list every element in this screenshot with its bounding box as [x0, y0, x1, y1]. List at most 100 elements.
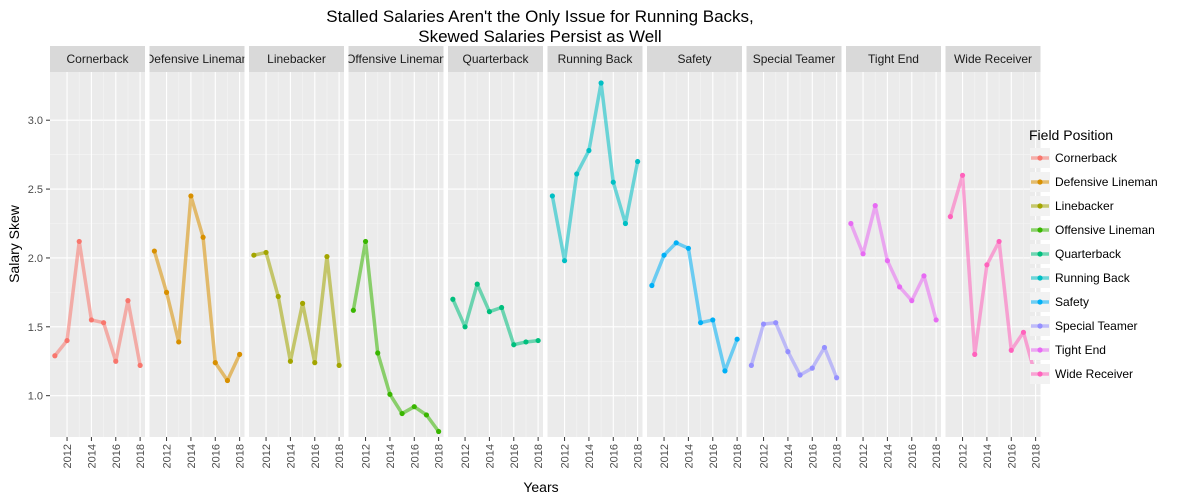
- facet-tight-end: Tight End 2012 2014 2016 2018: [846, 46, 943, 468]
- facet-cornerback: Cornerback 2012 2014 2016 2018: [50, 46, 147, 468]
- data-point: [574, 171, 580, 177]
- data-point: [263, 249, 269, 256]
- x-tick-label: 2012: [460, 444, 472, 468]
- data-point: [324, 253, 330, 260]
- x-tick-label: 2014: [86, 444, 98, 468]
- series-line-cornerback: [53, 239, 142, 368]
- data-point: [200, 234, 206, 240]
- data-point: [188, 193, 194, 199]
- data-point: [561, 258, 568, 264]
- data-point: [734, 336, 740, 342]
- data-point: [921, 273, 927, 279]
- x-axis-title: Years: [523, 479, 558, 495]
- data-point: [848, 220, 854, 227]
- legend-key-point: [1037, 323, 1043, 329]
- x-tick-label: 2012: [858, 444, 870, 468]
- panel-background: [448, 72, 543, 437]
- chart-title-line-1: Stalled Salaries Aren't the Only Issue f…: [326, 7, 754, 26]
- data-point: [610, 179, 616, 185]
- data-point: [251, 252, 257, 258]
- facet-strip: [547, 46, 643, 72]
- data-point: [523, 339, 529, 345]
- facet-wide-receiver: Wide Receiver 2012 2014 2016 2018: [945, 46, 1043, 468]
- facet-special-teamer: Special Teamer 2012 2014 2016 2018: [746, 46, 844, 468]
- legend-label: Linebacker: [1055, 199, 1114, 213]
- x-tick-label: 2012: [958, 444, 970, 468]
- legend-key-point: [1037, 179, 1043, 185]
- x-tick-label: 2014: [783, 444, 795, 468]
- y-axis: 1.0 1.5 2.0 2.5 3.0: [28, 115, 50, 403]
- data-point: [137, 362, 143, 368]
- data-point: [76, 238, 82, 245]
- data-point: [933, 317, 939, 323]
- x-tick-label: 2012: [759, 444, 771, 468]
- x-tick-label: 2012: [162, 444, 174, 468]
- x-tick-label: 2014: [484, 444, 496, 468]
- series-line-wide-receiver: [948, 173, 1038, 379]
- legend-item-offensive-lineman: Offensive Lineman: [1030, 220, 1155, 240]
- data-point: [748, 362, 754, 368]
- facet-label: Wide Receiver: [954, 52, 1032, 66]
- data-point: [710, 317, 716, 323]
- facet-label: Linebacker: [267, 52, 326, 66]
- data-point: [511, 342, 517, 348]
- x-tick-label: 2014: [882, 444, 894, 468]
- facet-label: Tight End: [868, 52, 919, 66]
- data-point: [113, 358, 119, 364]
- data-point: [821, 344, 828, 351]
- panel-background: [647, 72, 742, 437]
- data-point: [996, 238, 1002, 245]
- x-tick-label: 2014: [186, 444, 198, 468]
- x-tick-label: 2018: [235, 444, 247, 468]
- x-tick-label: 2016: [509, 444, 521, 468]
- data-point: [462, 324, 468, 330]
- legend-key-point: [1037, 275, 1043, 281]
- panel-background: [846, 72, 941, 437]
- data-point: [399, 410, 405, 417]
- x-tick-label: 2018: [931, 444, 943, 468]
- data-point: [972, 351, 978, 357]
- legend-item-safety: Safety: [1030, 292, 1089, 312]
- facet-linebacker: Linebacker 2012 2014 2016 2018: [249, 46, 346, 468]
- data-point: [872, 203, 878, 209]
- facet-label: Defensive Lineman: [146, 52, 249, 66]
- facet-strip: [448, 46, 543, 72]
- x-tick-label: 2016: [907, 444, 919, 468]
- data-point: [125, 298, 131, 304]
- legend-item-tight-end: Tight End: [1030, 340, 1106, 360]
- x-tick-label: 2016: [310, 444, 322, 468]
- data-point: [661, 252, 667, 258]
- data-point: [387, 391, 393, 397]
- data-point: [586, 147, 592, 154]
- legend-label: Tight End: [1055, 343, 1106, 357]
- x-tick-label: 2018: [533, 444, 545, 468]
- legend-item-defensive-lineman: Defensive Lineman: [1030, 172, 1158, 192]
- x-tick-label: 2012: [659, 444, 671, 468]
- data-point: [649, 282, 655, 289]
- y-tick-label: 2.0: [28, 253, 43, 265]
- data-point: [809, 365, 815, 371]
- data-point: [350, 307, 356, 313]
- series-line-safety: [650, 241, 739, 373]
- data-point: [860, 251, 866, 257]
- y-tick-label: 1.5: [28, 322, 43, 334]
- data-point: [884, 258, 891, 264]
- x-tick-label: 2018: [732, 444, 744, 468]
- facet-strip: [50, 46, 145, 72]
- legend-label: Running Back: [1055, 271, 1131, 285]
- legend-key-point: [1037, 155, 1043, 161]
- facet-label: Special Teamer: [753, 52, 836, 66]
- x-tick-label: 2018: [633, 444, 645, 468]
- data-point: [336, 362, 342, 368]
- data-point: [375, 350, 381, 356]
- legend-item-quarterback: Quarterback: [1030, 244, 1122, 264]
- y-tick-label: 1.0: [28, 391, 43, 403]
- facet-label: Quarterback: [462, 52, 529, 66]
- data-point: [773, 320, 779, 326]
- legend-key-point: [1037, 371, 1043, 377]
- facet-strip: [348, 46, 444, 72]
- data-point: [1008, 347, 1014, 353]
- data-point: [909, 298, 915, 304]
- data-point: [100, 320, 107, 326]
